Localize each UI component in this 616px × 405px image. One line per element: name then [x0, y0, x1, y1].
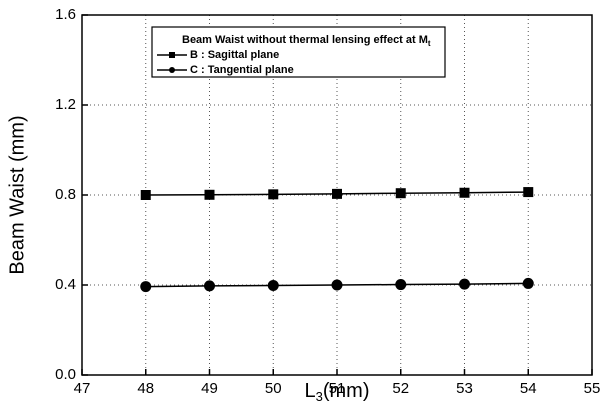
legend-marker [169, 67, 175, 73]
legend-label: B : Sagittal plane [190, 49, 279, 61]
data-point [267, 279, 279, 291]
y-tick-label: 0.4 [55, 276, 76, 293]
x-tick-label: 47 [74, 380, 91, 397]
data-point [395, 279, 407, 291]
y-tick-label: 1.2 [55, 96, 76, 113]
x-axis-title-rest: (mm) [323, 380, 370, 402]
x-tick-label: 52 [392, 380, 409, 397]
data-point [140, 281, 152, 293]
x-tick-label: 48 [137, 380, 154, 397]
data-point [204, 280, 215, 292]
x-tick-label: 55 [584, 380, 601, 397]
data-point [459, 278, 470, 290]
x-axis-title: L3(mm) [305, 380, 370, 404]
legend-marker [169, 52, 175, 58]
legend-title: Beam Waist without thermal lensing effec… [182, 34, 431, 48]
x-tick-label: 49 [201, 380, 218, 397]
legend-title-sub: t [428, 39, 431, 48]
legend-label: C : Tangential plane [190, 64, 294, 76]
data-point [331, 279, 343, 291]
data-point [522, 277, 534, 289]
data-point [459, 187, 470, 198]
data-point [204, 189, 215, 200]
y-tick-label: 1.6 [55, 6, 76, 23]
x-tick-label: 53 [456, 380, 473, 397]
plot-frame [81, 14, 593, 376]
y-axis-title: Beam Waist (mm) [6, 115, 28, 274]
data-point [140, 190, 151, 200]
x-axis-title-main: L [305, 380, 316, 402]
data-point [268, 189, 279, 200]
x-tick-label: 50 [265, 380, 282, 397]
x-axis-title-sub: 3 [316, 389, 323, 404]
x-tick-label: 51 [329, 380, 346, 397]
data-point [395, 188, 406, 199]
data-point [523, 187, 534, 198]
legend-box [151, 26, 446, 78]
x-tick-label: 54 [520, 380, 537, 397]
data-point [332, 188, 342, 199]
y-tick-label: 0.0 [55, 366, 76, 383]
legend-title-main: Beam Waist without thermal lensing effec… [182, 34, 428, 46]
y-tick-label: 0.8 [55, 186, 76, 203]
